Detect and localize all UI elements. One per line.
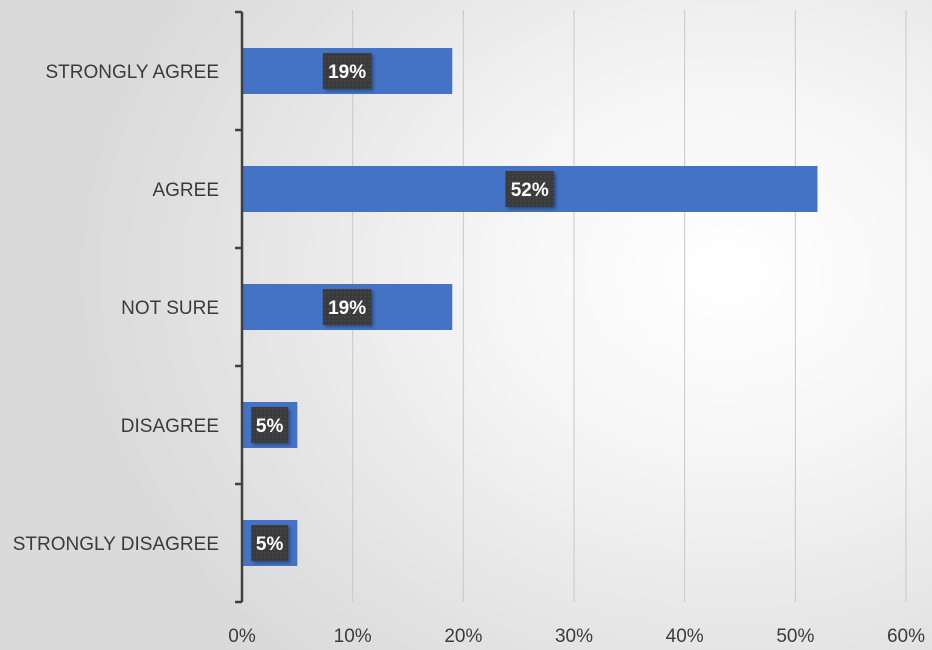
x-tick-label-30: 30% xyxy=(555,626,593,647)
gridlines xyxy=(352,10,907,602)
data-label-text: 19% xyxy=(328,62,366,83)
data-label-box xyxy=(251,407,289,443)
data-label-text: 5% xyxy=(256,534,284,555)
data-label-box xyxy=(322,53,372,89)
x-tick-label-60: 60% xyxy=(887,626,925,647)
x-tick-label-20: 20% xyxy=(444,626,482,647)
x-tick-labels: 0% 10% 20% 30% 40% 50% 60% xyxy=(228,626,925,647)
data-label-not-sure: 19% xyxy=(322,289,372,325)
data-label-box xyxy=(251,525,289,561)
category-label-strongly-disagree: STRONGLY DISAGREE xyxy=(13,534,219,555)
y-axis xyxy=(235,10,244,604)
data-label-text: 19% xyxy=(328,298,366,319)
data-label-agree: 52% xyxy=(505,171,554,207)
category-labels: STRONGLY AGREE AGREE NOT SURE DISAGREE STRON… xyxy=(13,62,219,555)
data-label-disagree: 5% xyxy=(251,407,289,443)
data-label-text: 52% xyxy=(511,180,549,201)
data-label-text: 5% xyxy=(256,416,284,437)
x-tick-label-50: 50% xyxy=(776,626,814,647)
data-label-strongly-agree: 19% xyxy=(322,53,372,89)
x-tick-label-40: 40% xyxy=(666,626,704,647)
category-label-strongly-agree: STRONGLY AGREE xyxy=(45,62,219,83)
category-label-not-sure: NOT SURE xyxy=(121,298,219,319)
category-label-disagree: DISAGREE xyxy=(121,416,219,437)
data-label-box xyxy=(322,289,372,325)
x-tick-label-0: 0% xyxy=(228,626,256,647)
data-label-strongly-disagree: 5% xyxy=(251,525,289,561)
x-tick-label-10: 10% xyxy=(334,626,372,647)
data-labels: 19% 52% 19% 5% 5% xyxy=(251,53,554,561)
category-label-agree: AGREE xyxy=(152,180,219,201)
data-label-box xyxy=(505,171,554,207)
